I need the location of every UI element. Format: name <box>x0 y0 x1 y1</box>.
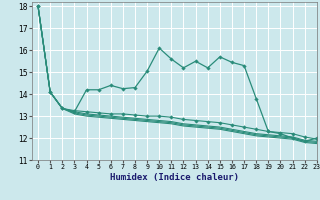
X-axis label: Humidex (Indice chaleur): Humidex (Indice chaleur) <box>110 173 239 182</box>
